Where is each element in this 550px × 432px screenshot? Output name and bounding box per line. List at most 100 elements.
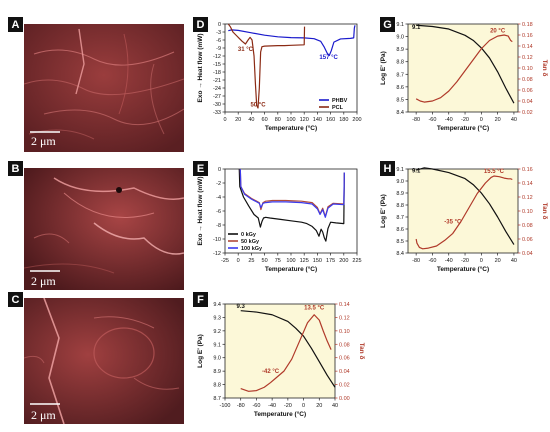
panel-letter-e: E (193, 161, 208, 176)
sem-image-b (24, 168, 184, 290)
chart-e: -25 0 25 50 75 100 125 150 175 200 225 0 -2 -4 -6 -8 -10… (195, 165, 363, 273)
y-tick-label: -33 (213, 110, 221, 116)
y2-tick-label: 0.12 (522, 195, 533, 201)
y2-tick-label: 0.08 (339, 342, 350, 348)
scale-bar-label-b: 2 μm (31, 274, 56, 288)
series-line (415, 34, 513, 103)
y-tick-label: 0 (218, 167, 221, 173)
chart-f: -100 -80 -60 -40 -20 0 20 40 8.7 8.8 8.9 9.0 9.1 9.2 9… (195, 300, 365, 418)
y-tick-label: -10 (213, 237, 221, 243)
y-tick-label: 9.1 (213, 342, 221, 348)
x-tick-label: -100 (219, 403, 230, 409)
panel-letter-c: C (8, 292, 23, 307)
series-line (239, 168, 345, 218)
x-tick-label: -20 (284, 403, 292, 409)
x-tick-label: -20 (461, 117, 469, 123)
y-tick-label: -8 (216, 223, 221, 229)
x-tick-label: 0 (480, 117, 483, 123)
series-line (416, 24, 515, 104)
scale-bar-label-a: 2 μm (31, 134, 56, 148)
y2-tick-label: 0.14 (522, 181, 533, 187)
y-tick-label: -12 (213, 54, 221, 60)
x-tick-label: 225 (352, 258, 361, 264)
chart-g: -80 -60 -40 -20 0 20 40 8.4 8.5 8.6 8.7 8.8 8.9 9.0 9.… (378, 20, 548, 132)
series-line (240, 314, 332, 392)
panel-letter-d: D (193, 17, 208, 32)
y-tick-label: 9.4 (213, 302, 221, 308)
x-tick-label: 125 (300, 258, 309, 264)
y2-tick-label: 0.10 (522, 209, 533, 215)
x-tick-label: 0 (302, 403, 305, 409)
y2-tick-label: 0.14 (522, 44, 533, 50)
y-axis-label: Exo → Heat flow (mW) (197, 177, 204, 246)
y-tick-label: 9.1 (396, 22, 404, 28)
x-tick-label: -60 (428, 258, 436, 264)
y-axis-label: Log E' (Pa) (380, 51, 387, 85)
y2-tick-label: 0.00 (339, 396, 350, 402)
legend-label: 0 kGy (241, 232, 257, 238)
panel-letter-a: A (8, 17, 23, 32)
x-tick-label: -40 (445, 117, 453, 123)
legend-label: PHBV (332, 98, 348, 104)
y2-tick-label: 0.02 (339, 383, 350, 389)
y-tick-label: -6 (216, 38, 221, 44)
x-tick-label: 75 (275, 258, 281, 264)
x-tick-label: -80 (237, 403, 245, 409)
x-tick-label: 40 (511, 117, 517, 123)
plot-area (407, 23, 519, 113)
y-tick-label: -18 (213, 70, 221, 76)
x-tick-label: 80 (275, 117, 281, 123)
x-tick-label: -80 (412, 258, 420, 264)
series-line (415, 175, 513, 250)
y-tick-label: 8.8 (396, 60, 404, 66)
y-tick-label: 8.6 (396, 85, 404, 91)
panel-letter-g: G (380, 17, 395, 32)
y2-tick-label: 0.08 (522, 77, 533, 83)
x-tick-label: 50 (262, 258, 268, 264)
x-tick-label: 0 (223, 117, 226, 123)
y-tick-label: 8.5 (396, 239, 404, 245)
series-line (240, 310, 336, 388)
plot-area (224, 303, 336, 399)
x-tick-label: -80 (412, 117, 420, 123)
y-tick-label: 8.9 (396, 191, 404, 197)
x-tick-label: 0 (237, 258, 240, 264)
x-tick-label: 200 (352, 117, 361, 123)
y2-tick-label: 0.10 (522, 66, 533, 72)
x-tick-label: 200 (339, 258, 348, 264)
annotation-label: 31 °C (238, 47, 254, 53)
x-tick-label: -20 (461, 258, 469, 264)
y-tick-label: 9.0 (396, 179, 404, 185)
y-tick-label: 8.7 (213, 396, 221, 402)
y-axis-label: Exo → Heat flow (mW) (197, 34, 204, 103)
y-tick-label: -24 (213, 86, 221, 92)
x-tick-label: 25 (248, 258, 254, 264)
annotation-label: 9.1 (412, 169, 421, 175)
x-tick-label: 20 (316, 403, 322, 409)
y2-tick-label: 0.14 (339, 302, 350, 308)
y2-tick-label: 0.04 (522, 99, 533, 105)
annotation-label: 13.5 °C (304, 305, 325, 311)
y-tick-label: 8.8 (396, 203, 404, 209)
y2-tick-label: 0.16 (522, 167, 533, 173)
x-tick-label: -40 (445, 258, 453, 264)
x-tick-label: -40 (268, 403, 276, 409)
y-tick-label: 0 (218, 22, 221, 28)
y2-axis-label: Tan δ (541, 60, 548, 77)
scale-bar-label-c: 2 μm (31, 408, 56, 422)
sem-image-c (24, 298, 184, 424)
y-tick-label: -21 (213, 78, 221, 84)
y2-tick-label: 0.12 (522, 55, 533, 61)
legend-label: 100 kGy (241, 246, 263, 252)
annotation-label: -35 °C (444, 220, 462, 226)
annotation-label: 9.3 (237, 304, 246, 310)
annotation-label: 50 °C (250, 103, 266, 109)
y-tick-label: -3 (216, 30, 221, 36)
y-tick-label: 9.0 (396, 35, 404, 41)
y-tick-label: 8.9 (213, 369, 221, 375)
annotation-label: -42 °C (262, 369, 280, 375)
x-axis-label: Temperature (°C) (437, 124, 489, 132)
y2-tick-label: 0.06 (522, 237, 533, 243)
series-line (227, 23, 306, 109)
x-tick-label: -60 (252, 403, 260, 409)
